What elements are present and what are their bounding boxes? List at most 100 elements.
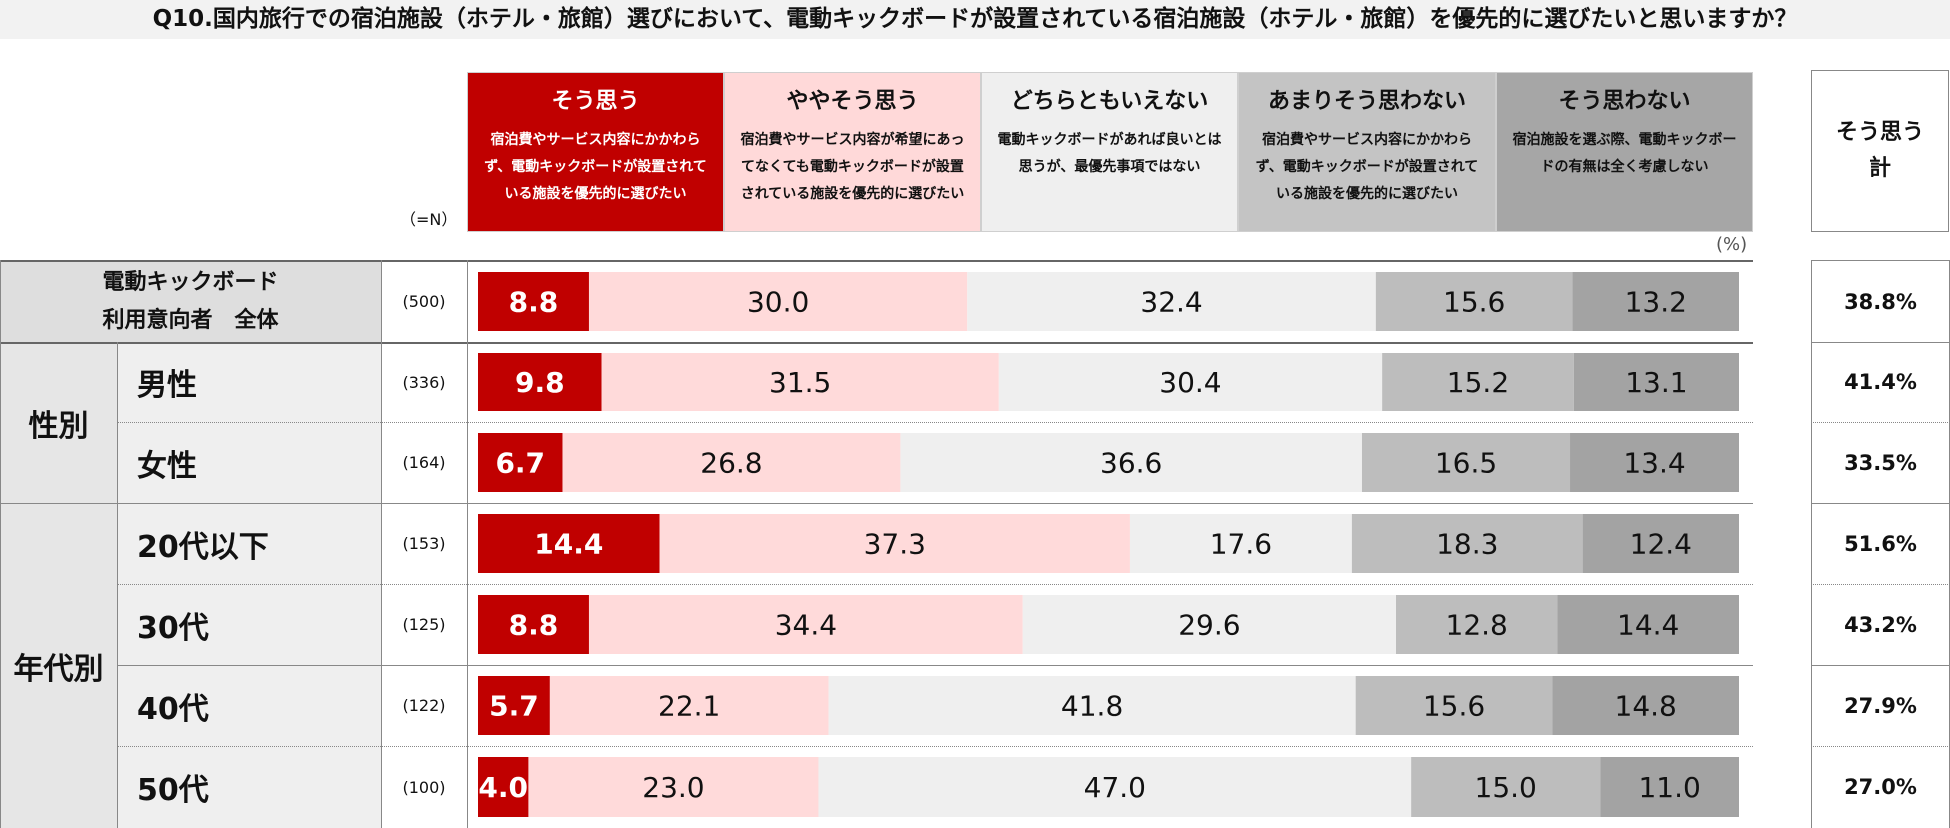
row-n-value: (122) <box>402 696 446 715</box>
bar-value-label: 23.0 <box>642 771 704 804</box>
row-label: 女性 <box>117 422 381 503</box>
n-header-label: （=N） <box>400 210 458 229</box>
bar-value-label: 17.6 <box>1210 528 1272 561</box>
grid-line <box>1811 503 1950 504</box>
bar-value-label: 5.7 <box>489 690 539 723</box>
grid-line <box>0 503 1753 504</box>
bar-segment <box>818 757 1412 817</box>
row-n-value: (153) <box>402 534 446 553</box>
bar-segment <box>1375 272 1573 331</box>
category-description-line: 宿泊費やサービス内容が希望にあっ <box>740 132 965 148</box>
bar-segment <box>1572 272 1739 331</box>
bar-segment <box>1022 595 1397 654</box>
category-description: 宿泊費やサービス内容にかかわら ず、電動キックボードが設置されて いる施設を優先的に… <box>1239 127 1495 208</box>
row-n-value: (100) <box>402 777 446 797</box>
bar-segment <box>1600 757 1739 817</box>
bar-value-label: 8.8 <box>509 286 559 319</box>
bar-value-label: 4.0 <box>478 771 528 804</box>
grid-line <box>467 260 468 828</box>
grid-line <box>1811 584 1950 585</box>
bar-value-label: 13.1 <box>1625 366 1687 399</box>
category-description-line: 宿泊施設を選ぶ際、電動キックボー <box>1512 132 1737 148</box>
bar-value-label: 13.4 <box>1623 447 1685 480</box>
bar-segment <box>900 433 1362 492</box>
grid-line <box>1811 422 1950 423</box>
bar-segment <box>601 353 999 411</box>
category-header-1: そう思う宿泊費やサービス内容にかかわら ず、電動キックボードが設置されて いる施設を… <box>467 72 724 232</box>
row-total-value: 41.4% <box>1844 370 1917 394</box>
percent-unit-label: (%) <box>1716 234 1748 255</box>
bar-segment <box>1351 514 1583 573</box>
bar-segment <box>549 676 829 735</box>
bar-value-label: 32.4 <box>1140 286 1202 319</box>
category-description-line: 電動キックボードがあれば良いとは <box>997 132 1222 148</box>
category-description-line: ず、電動キックボードが設置されて <box>484 159 707 175</box>
category-label: そう思う <box>551 89 640 114</box>
category-label: ややそう思う <box>786 89 919 114</box>
row-n-value: (125) <box>402 615 446 634</box>
bar-segment <box>1552 676 1739 735</box>
row-n-value: (164) <box>402 453 446 472</box>
bar-value-label: 29.6 <box>1178 609 1240 642</box>
group-label-2: 年代別 <box>0 503 117 828</box>
bar-segment <box>478 595 589 654</box>
bar-segment <box>1355 676 1553 735</box>
grid-line <box>381 260 382 828</box>
bar-segment <box>478 353 602 411</box>
bar-value-label: 30.0 <box>747 286 809 319</box>
bar-value-label: 26.8 <box>700 447 762 480</box>
bar-value-label: 13.2 <box>1625 286 1687 319</box>
grid-line <box>117 665 1753 666</box>
bar-value-label: 12.4 <box>1630 528 1692 561</box>
category-label: どちらともいえない <box>1010 89 1209 114</box>
row-label: 20代以下 <box>117 503 381 584</box>
category-label: あまりそう思わない <box>1267 89 1466 114</box>
bar-segment <box>1570 433 1739 492</box>
bar-segment <box>1557 595 1739 654</box>
question-title: Q10.国内旅行での宿泊施設（ホテル・旅館）選びにおいて、電動キックボードが設置… <box>0 0 1950 39</box>
bar-value-label: 37.3 <box>864 528 926 561</box>
bar-segment <box>478 676 550 735</box>
bar-segment <box>478 514 660 573</box>
row-label: 30代 <box>117 584 381 665</box>
bar-segment <box>659 514 1130 573</box>
bar-segment <box>1361 433 1571 492</box>
bar-value-label: 14.4 <box>534 528 603 561</box>
category-header-4: あまりそう思わない宿泊費やサービス内容にかかわら ず、電動キックボードが設置されて… <box>1238 72 1496 232</box>
row-label: 男性 <box>117 342 381 422</box>
category-description-line: いる施設を優先的に選びたい <box>1276 186 1458 202</box>
row-label-all: 電動キックボード 利用意向者 全体 <box>0 261 381 342</box>
grid-line <box>1811 260 1812 828</box>
bar-value-label: 14.4 <box>1617 609 1679 642</box>
category-header-2: ややそう思う 宿泊費やサービス内容が希望にあっ てなくても電動キックボードが設置 され… <box>724 72 981 232</box>
bar-value-label: 15.6 <box>1443 286 1505 319</box>
bar-value-label: 47.0 <box>1084 771 1146 804</box>
grid-line <box>1811 746 1950 747</box>
row-label-text: 電動キックボード 利用意向者 全体 <box>102 264 278 340</box>
category-description: 宿泊施設を選ぶ際、電動キックボー ドの有無は全く考慮しない <box>1497 127 1752 181</box>
category-description-line: 宿泊費やサービス内容にかかわら <box>490 132 701 148</box>
category-description-line: 宿泊費やサービス内容にかかわら <box>1262 132 1472 148</box>
category-description-line: 思うが、最優先事項ではない <box>1018 159 1201 175</box>
total-header-line2: 計 <box>1868 156 1891 181</box>
grid-line <box>117 584 1753 585</box>
bar-value-label: 16.5 <box>1435 447 1497 480</box>
group-label-1: 性別 <box>0 342 117 503</box>
category-description-line: いる施設を優先的に選びたい <box>504 186 687 202</box>
bar-value-label: 12.8 <box>1446 609 1508 642</box>
bar-segment <box>478 757 529 817</box>
bar-segment <box>1396 595 1558 654</box>
bar-value-label: 41.8 <box>1061 690 1123 723</box>
row-total-value: 51.6% <box>1844 531 1917 556</box>
row-label-line: 電動キックボード <box>102 269 279 295</box>
total-header: そう思う 計 <box>1811 70 1949 232</box>
bar-value-label: 34.4 <box>775 609 837 642</box>
category-description: 電動キックボードがあれば良いとは 思うが、最優先事項ではない <box>982 127 1237 181</box>
bar-value-label: 6.7 <box>495 447 545 480</box>
category-description-line: ドの有無は全く考慮しない <box>1540 159 1709 175</box>
bar-value-label: 18.3 <box>1436 528 1498 561</box>
bar-value-label: 8.8 <box>509 609 559 642</box>
bar-value-label: 36.6 <box>1100 447 1162 480</box>
bar-segment <box>828 676 1356 735</box>
category-header-5: そう思わない 宿泊施設を選ぶ際、電動キックボー ドの有無は全く考慮しない <box>1496 72 1753 232</box>
